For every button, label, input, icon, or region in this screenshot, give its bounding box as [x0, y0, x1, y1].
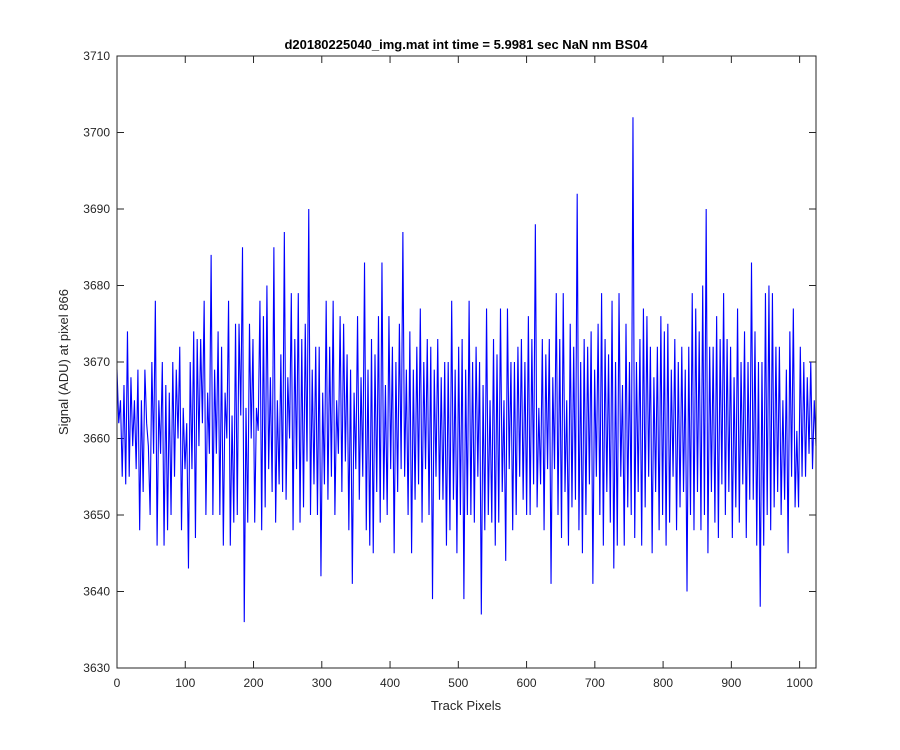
y-tick-label: 3640 — [83, 585, 110, 599]
y-tick-label: 3690 — [83, 202, 110, 216]
x-tick-label: 1000 — [786, 676, 813, 690]
x-tick-label: 100 — [175, 676, 195, 690]
x-tick-label: 500 — [448, 676, 468, 690]
x-tick-label: 0 — [114, 676, 121, 690]
x-tick-label: 600 — [517, 676, 537, 690]
tick-labels-layer: 0 100 200 300 400 500 600 700 800 900 1000 3630 3640… — [83, 49, 813, 690]
chart-title: d20180225040_img.mat int time = 5.9981 s… — [284, 37, 648, 52]
x-tick-label: 300 — [312, 676, 332, 690]
y-tick-label: 3710 — [83, 49, 110, 63]
x-tick-label: 900 — [721, 676, 741, 690]
y-tick-label: 3650 — [83, 508, 110, 522]
x-tick-label: 200 — [244, 676, 264, 690]
x-tick-label: 800 — [653, 676, 673, 690]
y-axis-label: Signal (ADU) at pixel 866 — [56, 289, 71, 435]
y-tick-label: 3660 — [83, 432, 110, 446]
y-tick-label: 3680 — [83, 279, 110, 293]
y-tick-label: 3630 — [83, 661, 110, 675]
x-axis-label: Track Pixels — [431, 698, 502, 713]
series-line — [116, 117, 817, 623]
x-tick-label: 400 — [380, 676, 400, 690]
y-tick-label: 3670 — [83, 355, 110, 369]
x-tick-label: 700 — [585, 676, 605, 690]
y-tick-label: 3700 — [83, 126, 110, 140]
axes-box — [116, 55, 817, 669]
